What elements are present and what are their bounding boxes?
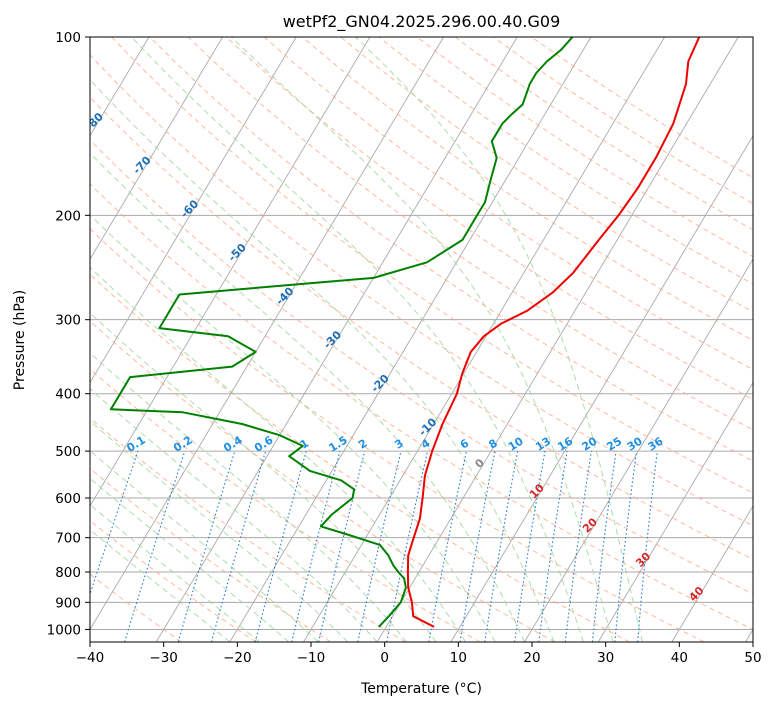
moist-adiabat <box>90 266 467 642</box>
dry-adiabat <box>90 54 753 527</box>
isotherm--60 <box>90 37 297 384</box>
isotherm-0 <box>376 37 739 642</box>
y-tick-label: 400 <box>55 387 81 403</box>
dry-adiabat <box>90 273 630 642</box>
isotherm--20 <box>229 37 592 642</box>
moist-adiabat <box>90 312 437 642</box>
x-tick-label: 20 <box>523 650 540 666</box>
mixing-ratio-line <box>177 450 236 642</box>
y-axis: 100 200 300 400 500 600 700 800 900 1000 <box>47 30 90 638</box>
moist-adiabat <box>355 37 643 642</box>
y-tick-label: 1000 <box>47 622 81 638</box>
x-tick-label: 40 <box>671 650 688 666</box>
isotherm-lines <box>90 37 753 642</box>
mixing-ratio-line <box>514 451 546 642</box>
x-tick-label: 50 <box>744 650 761 666</box>
dry-adiabat <box>340 37 753 313</box>
y-axis-label: Pressure (hPa) <box>12 290 28 390</box>
x-axis-label: Temperature (°C) <box>360 681 482 697</box>
x-tick-label: 0 <box>380 650 389 666</box>
moist-adiabat <box>131 37 584 642</box>
dry-adiabat <box>378 37 753 285</box>
y-tick-label: 500 <box>55 444 81 460</box>
x-tick-label: −40 <box>76 650 105 666</box>
mixing-ratio-line <box>591 451 617 642</box>
isotherm--70 <box>90 37 223 261</box>
x-tick-label: −10 <box>297 650 326 666</box>
moist-adiabat <box>90 450 319 642</box>
mixing-ratio-line <box>291 450 341 642</box>
dry-adiabat <box>90 519 257 642</box>
y-tick-label: 600 <box>55 491 81 507</box>
mixing-ratio-line <box>357 450 402 642</box>
mixing-ratio-line <box>124 450 186 642</box>
dry-adiabat-lines <box>90 37 753 642</box>
mixing-ratio-line <box>564 451 592 642</box>
plot-area: 0.10.20.40.611.52346810131620253036-100-… <box>90 37 753 642</box>
x-tick-label: 30 <box>597 650 614 666</box>
mixing-ratio-line <box>318 450 366 642</box>
y-tick-label: 200 <box>55 208 81 224</box>
dewpoint-profile-line <box>109 37 574 628</box>
isotherm-20 <box>524 258 753 642</box>
dry-adiabat <box>90 320 556 642</box>
dry-adiabat <box>90 228 705 642</box>
dry-adiabat <box>111 37 753 494</box>
mixing-ratio-line <box>254 450 307 642</box>
x-tick-label: −20 <box>223 650 252 666</box>
x-tick-label: −30 <box>149 650 178 666</box>
mixing-ratio-line <box>538 451 568 642</box>
plot-frame <box>89 36 754 643</box>
moist-adiabat <box>90 420 349 642</box>
moist-adiabat-lines <box>90 37 643 642</box>
moist-adiabat <box>90 152 525 642</box>
moist-adiabat <box>90 78 555 642</box>
isotherm--30 <box>155 37 518 642</box>
moist-adiabat <box>90 214 496 642</box>
y-tick-label: 800 <box>55 565 81 581</box>
y-tick-label: 700 <box>55 531 81 547</box>
moist-adiabat <box>90 352 407 642</box>
isotherm-40 <box>671 505 753 642</box>
dry-adiabat <box>302 37 753 342</box>
isotherm-10 <box>450 134 753 642</box>
dry-adiabat <box>149 37 753 462</box>
dry-adiabat <box>90 368 481 642</box>
temperature-profile-line <box>406 37 701 628</box>
isotherm--40 <box>90 37 444 631</box>
x-axis: −40 −30 −20 −10 0 10 20 30 40 50 <box>76 642 762 666</box>
moist-adiabat <box>231 37 614 642</box>
mixing-ratio-line <box>637 451 658 642</box>
chart-title: wetPf2_GN04.2025.296.00.40.G09 <box>283 12 561 32</box>
profile-series <box>109 37 701 628</box>
isotherm--50 <box>90 37 371 507</box>
y-tick-label: 100 <box>55 30 81 46</box>
dry-adiabat <box>263 37 753 371</box>
moist-adiabat <box>90 477 290 642</box>
mixing-ratio-line <box>614 451 638 642</box>
mixing-ratio-lines <box>90 450 658 642</box>
mixing-ratio-line <box>210 450 267 642</box>
y-tick-label: 900 <box>55 595 81 611</box>
moist-adiabat <box>90 388 378 642</box>
y-tick-label: 300 <box>55 313 81 329</box>
isotherm-30 <box>597 381 753 642</box>
dry-adiabat <box>225 37 753 400</box>
mixing-ratio-line <box>386 450 429 642</box>
isobar-lines <box>90 37 753 630</box>
dry-adiabat <box>90 183 753 630</box>
x-tick-label: 10 <box>450 650 467 666</box>
